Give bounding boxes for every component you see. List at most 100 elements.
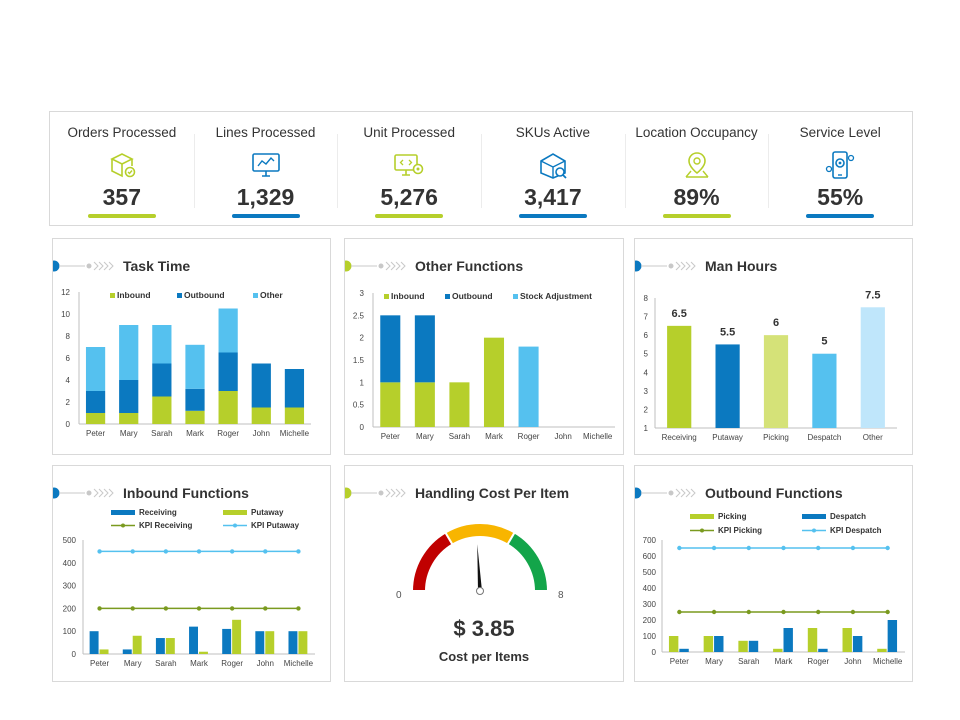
y-tick-label: 6 xyxy=(66,354,71,363)
y-tick-label: 200 xyxy=(643,616,657,625)
y-tick-label: 8 xyxy=(66,332,71,341)
y-tick-label: 1 xyxy=(360,378,365,387)
line-marker xyxy=(711,545,717,551)
outbound-functions-panel: Outbound Functions 0 100 200 300 400 500 600 70… xyxy=(634,465,913,682)
x-tick-label: Peter xyxy=(381,432,400,441)
bar-inbound xyxy=(380,382,401,427)
line-marker xyxy=(746,545,751,551)
legend-label: Outbound xyxy=(184,290,225,300)
bar-inbound xyxy=(119,413,139,424)
data-label: 7.5 xyxy=(865,289,880,301)
legend-label: Other xyxy=(260,290,283,300)
y-tick-label: 0 xyxy=(66,420,71,429)
bar-despatch xyxy=(852,636,863,652)
bar-picking xyxy=(842,628,852,652)
handling-cost-panel: Handling Cost Per Item 0 8 $ 3.85 Cost p… xyxy=(344,465,624,682)
bar-despatch xyxy=(679,648,689,652)
legend-label: KPI Despatch xyxy=(830,526,882,535)
y-tick-label: 300 xyxy=(63,582,77,591)
bar-picking xyxy=(773,648,783,652)
x-tick-label: Mark xyxy=(190,659,209,668)
other-functions-chart: 0 0.5 1 1.5 2 2.5 3 Peter Mary Sarah Mark Roger John… xyxy=(353,289,615,441)
bar-inbound xyxy=(414,382,435,427)
kpi-location-occupancy: Location Occupancy 89% xyxy=(624,112,769,225)
bar-receiving xyxy=(222,628,232,654)
legend-swatch xyxy=(111,510,135,515)
x-tick-label: Receiving xyxy=(662,433,697,442)
bar-inbound xyxy=(152,396,172,424)
legend-swatch xyxy=(233,523,237,528)
bar-receiving xyxy=(288,631,298,654)
y-tick-label: 4 xyxy=(644,368,649,377)
y-tick-label: 200 xyxy=(63,604,77,613)
y-tick-label: 10 xyxy=(61,310,70,319)
bar-receiving xyxy=(255,631,265,654)
bar-putaway xyxy=(132,635,142,654)
bar-receiving xyxy=(122,649,132,654)
kpi-label: Orders Processed xyxy=(67,125,177,140)
y-tick-label: 0 xyxy=(360,423,365,432)
line-marker xyxy=(296,606,301,611)
x-tick-label: Mary xyxy=(705,657,723,666)
x-tick-label: Sarah xyxy=(449,432,470,441)
legend-swatch xyxy=(110,293,115,298)
x-tick-label: Peter xyxy=(670,657,689,666)
y-tick-label: 7 xyxy=(644,313,649,322)
y-tick-label: 8 xyxy=(644,294,649,303)
x-tick-label: Other xyxy=(863,433,883,442)
x-tick-label: John xyxy=(253,429,270,438)
x-tick-label: Michelle xyxy=(280,429,310,438)
line-marker xyxy=(296,549,301,554)
bar-other xyxy=(185,344,205,389)
computer-gear-icon xyxy=(394,154,424,176)
legend-label: Putaway xyxy=(251,508,284,517)
x-tick-label: Despatch xyxy=(808,433,842,442)
legend-label: Outbound xyxy=(452,291,493,301)
task-time-panel: Task Time 0 2 4 6 8 10 12 Peter Mary Sarah Mark Rog… xyxy=(52,238,331,455)
line-marker xyxy=(746,609,751,615)
line-marker xyxy=(163,549,169,554)
bar-receiving xyxy=(667,325,692,428)
x-tick-label: Roger xyxy=(221,659,243,668)
line-marker xyxy=(816,545,821,551)
bar-outbound xyxy=(414,315,435,383)
kpi-label: Service Level xyxy=(799,125,881,140)
legend-label: Inbound xyxy=(117,290,151,300)
bar-outbound xyxy=(185,388,205,411)
y-tick-label: 6 xyxy=(644,331,649,340)
bar-outbound xyxy=(251,363,271,408)
man-hours-panel: Man Hours 1 2 3 4 5 6 7 8 Receiving Putaway Pickin… xyxy=(634,238,913,455)
x-tick-label: Peter xyxy=(90,659,109,668)
line-marker xyxy=(885,609,890,615)
bar-inbound xyxy=(185,410,205,424)
bar-inbound xyxy=(85,413,106,424)
line-marker xyxy=(263,606,268,611)
inbound-functions-panel: Inbound Functions 0 100 200 300 400 500 Peter M… xyxy=(52,465,331,682)
line-marker xyxy=(677,545,682,551)
x-tick-label: Peter xyxy=(86,429,105,438)
line-marker xyxy=(130,606,135,611)
panel-header-decoration xyxy=(635,487,696,499)
phone-gear-icon xyxy=(826,151,855,179)
legend-label: KPI Receiving xyxy=(139,521,192,530)
kpi-label: Unit Processed xyxy=(363,125,455,140)
monitor-icon xyxy=(251,153,280,177)
y-tick-label: 400 xyxy=(63,559,77,568)
data-label: 6.5 xyxy=(672,308,687,320)
legend-swatch xyxy=(121,523,125,528)
kpi-lines-processed: Lines Processed 1,329 xyxy=(193,112,338,225)
y-tick-label: 300 xyxy=(643,600,657,609)
panel-header-decoration xyxy=(345,260,406,272)
line-marker xyxy=(196,549,202,554)
gauge-pivot xyxy=(476,587,484,595)
panel-header-decoration xyxy=(345,487,406,499)
line-marker xyxy=(263,549,268,554)
x-tick-label: Mark xyxy=(775,657,794,666)
bar-outbound xyxy=(152,363,172,397)
bar-picking xyxy=(877,648,887,652)
man-hours-chart: 1 2 3 4 5 6 7 8 Receiving Putaway Picking Despatch O… xyxy=(644,289,897,442)
line-marker xyxy=(816,609,821,615)
line-marker xyxy=(781,609,786,615)
line-marker xyxy=(229,606,235,611)
bar-despatch xyxy=(714,636,724,652)
